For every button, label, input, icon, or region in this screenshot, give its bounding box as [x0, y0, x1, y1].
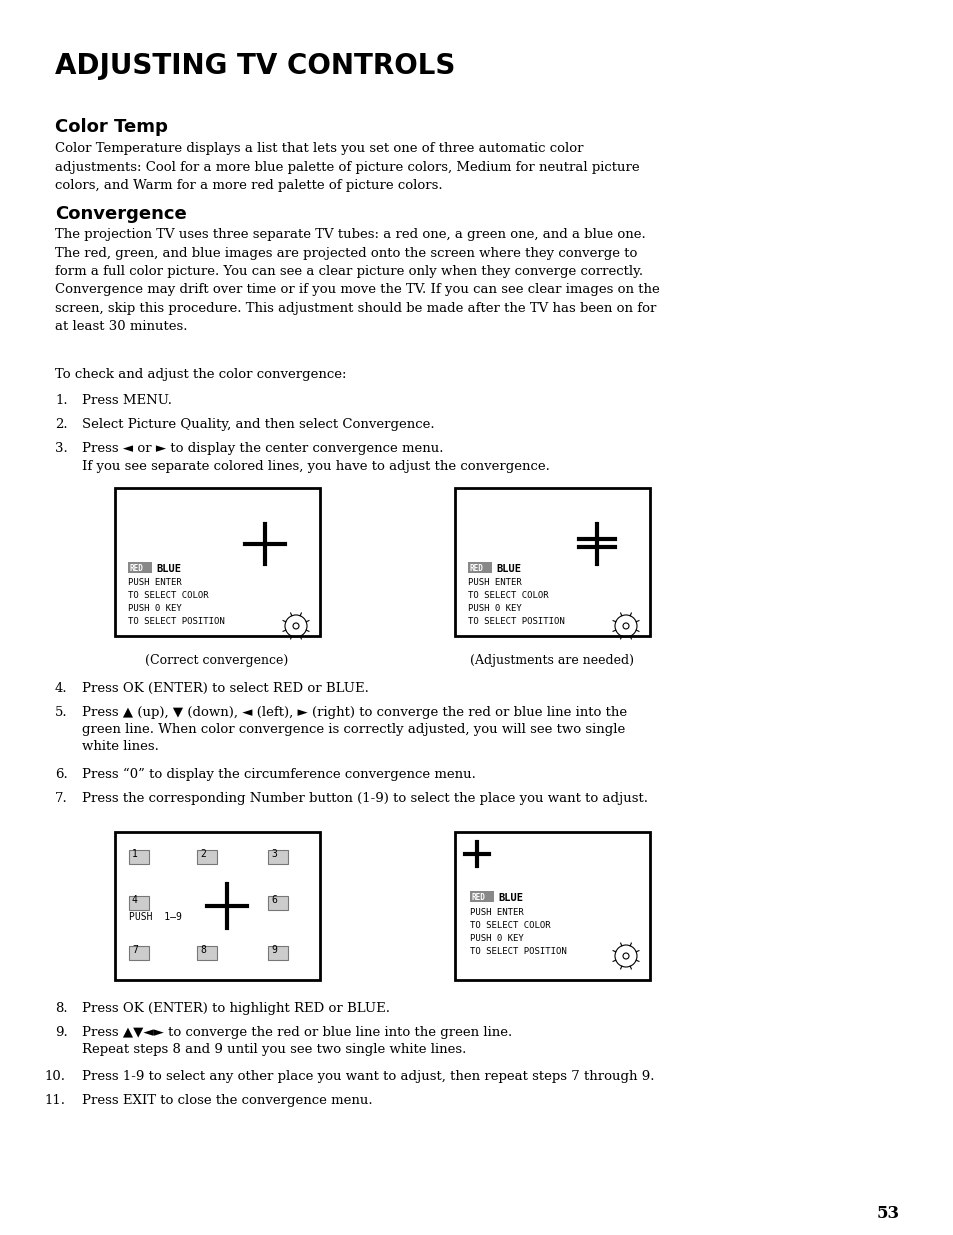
- Bar: [268, 850, 288, 864]
- Text: TO SELECT POSITION: TO SELECT POSITION: [128, 618, 225, 626]
- Text: PUSH 0 KEY: PUSH 0 KEY: [470, 934, 523, 944]
- Text: 7: 7: [132, 945, 138, 955]
- Text: 11.: 11.: [44, 1094, 65, 1107]
- Text: PUSH ENTER: PUSH ENTER: [470, 908, 523, 918]
- Text: PUSH  1–9: PUSH 1–9: [129, 911, 182, 923]
- Text: PUSH ENTER: PUSH ENTER: [128, 578, 182, 587]
- Text: (Correct convergence): (Correct convergence): [145, 655, 289, 667]
- Text: Repeat steps 8 and 9 until you see two single white lines.: Repeat steps 8 and 9 until you see two s…: [82, 1044, 466, 1056]
- Text: Color Temperature displays a list that lets you set one of three automatic color: Color Temperature displays a list that l…: [55, 142, 639, 191]
- Text: 8.: 8.: [55, 1002, 68, 1015]
- Text: The projection TV uses three separate TV tubes: a red one, a green one, and a bl: The projection TV uses three separate TV…: [55, 228, 659, 333]
- Text: 6: 6: [271, 895, 276, 905]
- Text: 4.: 4.: [55, 682, 68, 695]
- Text: Press MENU.: Press MENU.: [82, 394, 172, 408]
- Text: 9.: 9.: [55, 1026, 68, 1039]
- Text: 1.: 1.: [55, 394, 68, 408]
- Text: TO SELECT COLOR: TO SELECT COLOR: [128, 592, 209, 600]
- Bar: [115, 832, 319, 981]
- Text: 7.: 7.: [55, 792, 68, 805]
- Text: 2.: 2.: [55, 417, 68, 431]
- Text: 1: 1: [132, 848, 138, 860]
- Text: 3.: 3.: [55, 442, 68, 454]
- Text: PUSH ENTER: PUSH ENTER: [468, 578, 521, 587]
- Text: Press the corresponding Number button (1-9) to select the place you want to adju: Press the corresponding Number button (1…: [82, 792, 647, 805]
- Text: TO SELECT COLOR: TO SELECT COLOR: [468, 592, 548, 600]
- Text: 53: 53: [876, 1205, 899, 1221]
- Bar: [268, 946, 288, 960]
- Text: 2: 2: [200, 848, 206, 860]
- Bar: [129, 897, 149, 910]
- Text: Press ▲▼◄► to converge the red or blue line into the green line.: Press ▲▼◄► to converge the red or blue l…: [82, 1026, 512, 1039]
- Text: Press ▲ (up), ▼ (down), ◄ (left), ► (right) to converge the red or blue line int: Press ▲ (up), ▼ (down), ◄ (left), ► (rig…: [82, 706, 626, 719]
- Bar: [129, 946, 149, 960]
- Text: RED: RED: [130, 564, 144, 573]
- Text: Press “0” to display the circumference convergence menu.: Press “0” to display the circumference c…: [82, 768, 476, 782]
- Text: 10.: 10.: [44, 1070, 65, 1083]
- Text: Color Temp: Color Temp: [55, 119, 168, 136]
- Text: BLUE: BLUE: [496, 564, 520, 574]
- Text: Press ◄ or ► to display the center convergence menu.: Press ◄ or ► to display the center conve…: [82, 442, 443, 454]
- Text: Select Picture Quality, and then select Convergence.: Select Picture Quality, and then select …: [82, 417, 435, 431]
- Text: white lines.: white lines.: [82, 740, 159, 753]
- Text: BLUE: BLUE: [497, 893, 522, 903]
- Text: 8: 8: [200, 945, 206, 955]
- Text: If you see separate colored lines, you have to adjust the convergence.: If you see separate colored lines, you h…: [82, 459, 549, 473]
- Text: Press OK (ENTER) to highlight RED or BLUE.: Press OK (ENTER) to highlight RED or BLU…: [82, 1002, 390, 1015]
- Bar: [196, 946, 216, 960]
- Text: 6.: 6.: [55, 768, 68, 781]
- Text: PUSH 0 KEY: PUSH 0 KEY: [468, 604, 521, 613]
- Text: 5.: 5.: [55, 706, 68, 719]
- Text: RED: RED: [472, 893, 485, 902]
- Text: RED: RED: [470, 564, 483, 573]
- Text: BLUE: BLUE: [156, 564, 181, 574]
- Text: 9: 9: [271, 945, 276, 955]
- Bar: [115, 488, 319, 636]
- Bar: [128, 562, 152, 573]
- Bar: [468, 562, 492, 573]
- Text: 4: 4: [132, 895, 138, 905]
- Bar: [455, 488, 649, 636]
- Text: ADJUSTING TV CONTROLS: ADJUSTING TV CONTROLS: [55, 52, 455, 80]
- Text: TO SELECT COLOR: TO SELECT COLOR: [470, 921, 550, 930]
- Bar: [470, 890, 494, 902]
- Bar: [455, 832, 649, 981]
- Text: 3: 3: [271, 848, 276, 860]
- Text: To check and adjust the color convergence:: To check and adjust the color convergenc…: [55, 368, 346, 382]
- Bar: [129, 850, 149, 864]
- Text: green line. When color convergence is correctly adjusted, you will see two singl: green line. When color convergence is co…: [82, 722, 624, 736]
- Text: Press 1-9 to select any other place you want to adjust, then repeat steps 7 thro: Press 1-9 to select any other place you …: [82, 1070, 654, 1083]
- Bar: [268, 897, 288, 910]
- Text: (Adjustments are needed): (Adjustments are needed): [470, 655, 634, 667]
- Text: Press EXIT to close the convergence menu.: Press EXIT to close the convergence menu…: [82, 1094, 373, 1107]
- Text: Convergence: Convergence: [55, 205, 187, 224]
- Text: TO SELECT POSITION: TO SELECT POSITION: [468, 618, 564, 626]
- Text: PUSH 0 KEY: PUSH 0 KEY: [128, 604, 182, 613]
- Text: Press OK (ENTER) to select RED or BLUE.: Press OK (ENTER) to select RED or BLUE.: [82, 682, 369, 695]
- Text: TO SELECT POSITION: TO SELECT POSITION: [470, 947, 566, 956]
- Bar: [196, 850, 216, 864]
